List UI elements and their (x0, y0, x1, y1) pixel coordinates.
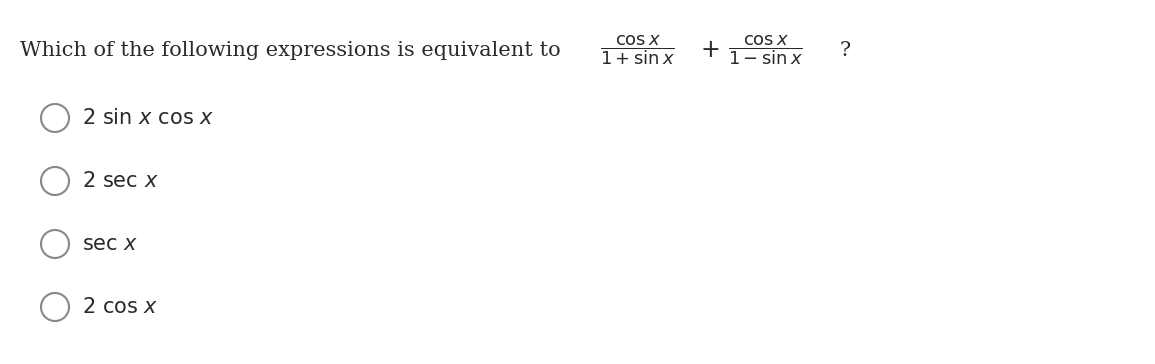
Text: $2\ \mathrm{cos}\ x$: $2\ \mathrm{cos}\ x$ (82, 297, 158, 317)
Text: $\dfrac{\mathrm{cos}\,x}{1+\mathrm{sin}\,x}$: $\dfrac{\mathrm{cos}\,x}{1+\mathrm{sin}\… (599, 33, 675, 67)
Text: $2\ \mathrm{sin}\ x\ \mathrm{cos}\ x$: $2\ \mathrm{sin}\ x\ \mathrm{cos}\ x$ (82, 108, 215, 128)
Text: $+$: $+$ (700, 38, 720, 62)
Text: ?: ? (840, 40, 851, 59)
Text: $\dfrac{\mathrm{cos}\,x}{1-\mathrm{sin}\,x}$: $\dfrac{\mathrm{cos}\,x}{1-\mathrm{sin}\… (728, 33, 803, 67)
Text: $2\ \mathrm{sec}\ x$: $2\ \mathrm{sec}\ x$ (82, 171, 158, 191)
Text: Which of the following expressions is equivalent to: Which of the following expressions is eq… (20, 40, 560, 59)
Text: $\mathrm{sec}\ x$: $\mathrm{sec}\ x$ (82, 234, 139, 253)
